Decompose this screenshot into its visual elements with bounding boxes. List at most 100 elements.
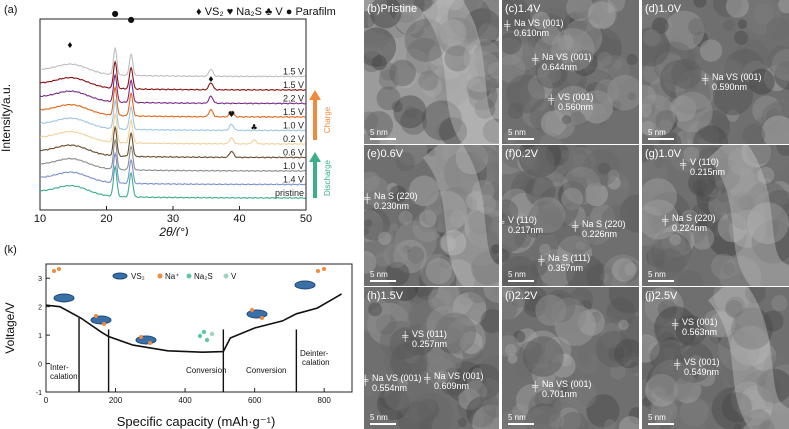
volt-ytick-label-0: -1 — [36, 390, 42, 397]
k-legend-na2s: Na₂S — [194, 272, 213, 281]
tem-label-5: (g)1.0V — [645, 148, 682, 160]
lattice-mark-1-2: ╪ — [548, 94, 555, 104]
tem-image-4 — [502, 145, 639, 286]
lattice-mark-3-0: ╪ — [364, 193, 371, 203]
voltage-curve — [45, 293, 343, 354]
region-deintercalation-1: Deinter- — [300, 349, 329, 358]
v-marker: ♣ — [265, 6, 273, 18]
xrd-xlabel: 2θ/(°) — [158, 225, 188, 236]
scalebar-label-7: 5 nm — [508, 413, 526, 422]
scalebar-6 — [370, 423, 396, 425]
xrd-series-label-0: pristine — [275, 188, 304, 198]
tem-label-1: (c)1.4V — [505, 3, 541, 15]
tem-annotation-6-1: Na VS (001) 0.554nm — [372, 373, 422, 393]
na2s-marker: ♥ — [226, 6, 234, 18]
lattice-mark-1-0: ╪ — [504, 20, 511, 30]
volt-xtick-label-2: 400 — [178, 396, 192, 405]
lattice-mark-4-0: ╪ — [502, 217, 504, 227]
voltage-axes-frame — [45, 263, 353, 393]
xrd-series-8 — [39, 60, 306, 91]
volt-ytick-label-3: 2 — [38, 305, 42, 312]
tem-panel-0: (b)Pristine 5 nm — [364, 0, 499, 144]
xrd-series-0 — [39, 164, 306, 199]
tem-panel-6: (h)1.5V VS (011) 0.257nm ╪ Na VS (001) 0.55… — [364, 287, 499, 429]
xrd-peak-marker-2: ● — [128, 15, 135, 24]
xrd-series-label-2: 1.0 V — [283, 161, 304, 171]
volt-ytick-label-1: 0 — [38, 362, 42, 369]
discharge-arrow-head — [309, 152, 321, 162]
xrd-peak-marker-0: ♦ — [66, 41, 73, 50]
tem-annotation-8-1: VS (001) 0.549nm — [684, 357, 720, 377]
xrd-series-6 — [39, 85, 306, 118]
region-deintercalation-2: calation — [302, 358, 330, 367]
xrd-tick-label-1: 20 — [100, 213, 112, 225]
xrd-series-label-3: 0.6 V — [283, 148, 304, 158]
tem-annotation-4-2: Na S (111) 0.357nm — [548, 253, 591, 273]
xrd-series-label-4: 0.2 V — [283, 134, 304, 144]
tem-label-8: (j)2.5V — [645, 290, 678, 302]
tem-image-6 — [364, 287, 499, 429]
lattice-mark-2-0: ╪ — [702, 74, 709, 84]
region-conversion-2: Conversion — [246, 366, 286, 375]
xrd-series-label-5: 1.0 V — [283, 121, 304, 131]
lattice-mark-6-2: ╪ — [424, 373, 431, 383]
tem-image-1 — [502, 0, 639, 144]
tem-annotation-1-0: Na VS (001) 0.610nm — [514, 18, 564, 38]
scalebar-label-2: 5 nm — [648, 128, 666, 137]
xrd-series-9 — [40, 46, 306, 78]
parafilm-legend: Parafilm — [295, 6, 336, 18]
tem-annotation-8-0: VS (001) 0.563nm — [682, 317, 718, 337]
charge-arrow-shaft — [313, 98, 317, 140]
scalebar-label-1: 5 nm — [508, 128, 526, 137]
na2s-legend: Na₂S — [236, 6, 262, 18]
parafilm-marker: ● — [285, 6, 293, 18]
tem-panel-2: (d)1.0V Na VS (001) 0.590nm ╪ 5 nm — [642, 0, 789, 144]
xrd-x-ticks: 10 20 30 40 50 — [34, 206, 312, 225]
na2s-legend-icon — [186, 273, 192, 279]
lattice-mark-6-1: ╪ — [364, 375, 369, 385]
xrd-series-label-8: 1.5 V — [283, 80, 304, 90]
xrd-peak-marker-4: ♥ — [228, 110, 235, 119]
scalebar-0 — [370, 138, 396, 140]
tem-annotation-1-2: VS (001) 0.560nm — [558, 92, 594, 112]
scalebar-label-3: 5 nm — [370, 270, 388, 279]
xrd-tick-label-3: 40 — [233, 213, 245, 225]
tem-image-0 — [364, 0, 499, 144]
tem-annotation-3-0: Na S (220) 0.230nm — [374, 191, 418, 211]
xrd-tick-label-4: 50 — [300, 213, 312, 225]
region-conversion-1: Conversion — [186, 366, 226, 375]
scalebar-label-4: 5 nm — [508, 270, 526, 279]
lattice-mark-5-1: ╪ — [662, 215, 669, 225]
xrd-ylabel: Intensity/a.u. — [0, 84, 13, 152]
discharge-arrow-shaft — [313, 160, 317, 198]
tem-annotation-7-0: Na VS (001) 0.701nm — [542, 379, 592, 399]
k-legend-na: Na⁺ — [165, 272, 179, 281]
lattice-mark-4-2: ╪ — [538, 255, 545, 265]
scalebar-8 — [648, 423, 674, 425]
xrd-series-label-6: 1.5 V — [283, 107, 304, 117]
panel-a-legend: ♦ VS₂ ♥ Na₂S ♣ V ● Parafilm — [196, 6, 336, 18]
tem-image-5 — [642, 145, 789, 286]
xrd-tick-label-2: 30 — [167, 213, 179, 225]
volt-xtick-label-0: 0 — [44, 396, 49, 405]
tem-label-6: (h)1.5V — [367, 290, 404, 302]
k-legend-v: V — [231, 272, 237, 281]
tem-label-4: (f)0.2V — [505, 148, 539, 160]
charge-label: Charge — [323, 106, 332, 133]
xrd-series-4 — [39, 112, 306, 145]
tem-panel-8: (j)2.5V VS (001) 0.563nm ╪ VS (001) 0.549nm… — [642, 287, 789, 429]
lattice-mark-1-1: ╪ — [532, 54, 539, 64]
tem-annotation-6-2: Na VS (001) 0.609nm — [434, 371, 484, 391]
tem-annotation-4-0: V (110) 0.217nm — [508, 215, 544, 235]
scalebar-3 — [370, 280, 396, 282]
tem-panel-1: (c)1.4V Na VS (001) 0.610nm ╪ Na VS (001) 0… — [502, 0, 639, 144]
tem-panel-4: (f)0.2VV (110) 0.217nm╪Na S (220) 0.226n… — [502, 145, 639, 286]
scalebar-label-6: 5 nm — [370, 413, 388, 422]
discharge-label: Discharge — [323, 159, 332, 196]
xrd-chart: pristine 1.4 V 1.0 V 0.6 V 0.2 V 1.0 V 1.5 V 2.… — [0, 9, 332, 236]
v-legend-icon — [223, 273, 229, 279]
xrd-series-group: pristine 1.4 V 1.0 V 0.6 V 0.2 V 1.0 V 1.5 V 2.… — [39, 9, 306, 199]
voltage-xlabel: Specific capacity (mAh·g⁻¹) — [117, 414, 276, 429]
